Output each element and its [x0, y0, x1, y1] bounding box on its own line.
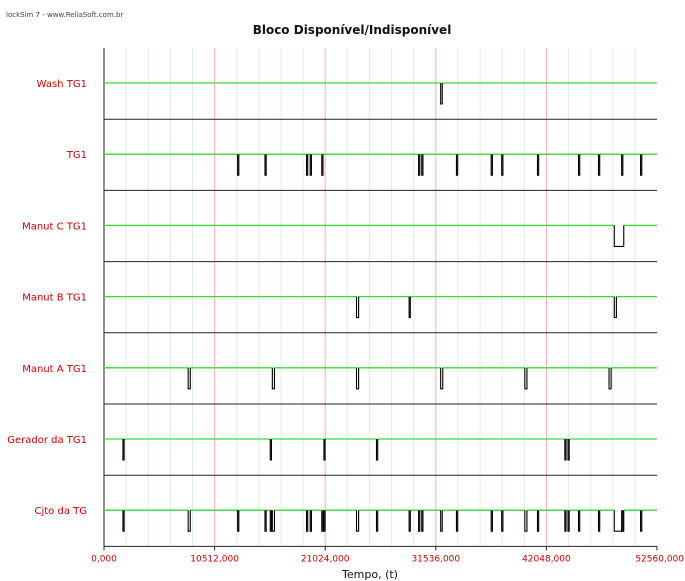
down-event [264, 510, 267, 532]
down-event [122, 439, 125, 461]
down-event [237, 510, 240, 532]
down-event [536, 510, 540, 532]
down-event [187, 367, 191, 390]
down-event [640, 154, 643, 176]
down-event [564, 510, 567, 532]
x-tick-label: 10512,000 [190, 554, 239, 564]
down-event [269, 510, 272, 532]
down-event [237, 154, 240, 176]
down-event [564, 439, 567, 461]
down-event [375, 510, 379, 532]
row-label: Wash TG1 [37, 79, 87, 90]
down-event [375, 439, 379, 461]
x-axis-ticks: 0,000 10512,000 21024,000 31536,000 42048,00… [91, 546, 684, 564]
down-event [490, 154, 493, 176]
down-event [305, 510, 309, 532]
down-event [421, 510, 424, 532]
down-event [355, 367, 360, 390]
down-event [321, 154, 324, 176]
x-tick-label: 0,000 [91, 554, 117, 564]
timeline-row: Cjto da TG [35, 506, 657, 532]
down-event [536, 154, 540, 176]
down-event [440, 367, 444, 390]
down-event [640, 510, 643, 532]
chart-title: Bloco Disponível/Indisponível [253, 23, 452, 37]
timeline-row: Manut A TG1 [22, 364, 657, 390]
down-event [455, 154, 459, 176]
timeline-row: Wash TG1 [37, 79, 657, 105]
x-tick-label: 21024,000 [301, 554, 350, 564]
down-event [418, 154, 421, 176]
down-event [321, 510, 324, 532]
down-event [418, 510, 421, 532]
timeline-row: TG1 [66, 150, 657, 176]
x-tick-label: 52560,000 [635, 554, 684, 564]
down-event [122, 510, 125, 532]
down-event [567, 439, 570, 461]
down-event [309, 510, 312, 532]
down-event [355, 510, 360, 532]
timeline-row: Gerador da TG1 [7, 435, 657, 461]
down-event [608, 367, 612, 390]
down-event [455, 510, 459, 532]
row-label: Manut B TG1 [22, 293, 87, 304]
row-label: Manut C TG1 [22, 221, 87, 232]
down-event [271, 367, 275, 390]
x-tick-label: 42048,000 [522, 554, 571, 564]
down-event [440, 510, 443, 532]
timeline-row: Manut B TG1 [22, 293, 657, 319]
down-event [187, 510, 191, 532]
down-event [440, 83, 443, 105]
down-event [271, 510, 275, 532]
watermark: lockSim 7 - www.ReliaSoft.com.br [6, 11, 123, 19]
x-axis-title: Tempo, (t) [341, 568, 398, 581]
down-event [621, 154, 624, 176]
row-label: Gerador da TG1 [7, 435, 87, 446]
down-event [621, 510, 624, 532]
rows: Wash TG1 TG1 Manut C TG1 Manut B TG1 Manut A… [7, 79, 657, 532]
down-event [501, 154, 504, 176]
down-event [613, 225, 625, 247]
timeline-row: Manut C TG1 [22, 221, 657, 247]
down-event [597, 510, 601, 532]
down-event [577, 510, 581, 532]
down-event [269, 439, 272, 461]
row-label: Cjto da TG [35, 506, 88, 517]
down-event [613, 296, 617, 319]
down-event [567, 510, 570, 532]
down-event [501, 510, 504, 532]
down-event [323, 439, 326, 461]
down-event [408, 510, 411, 532]
down-event [323, 510, 326, 532]
down-event [597, 154, 601, 176]
down-event [421, 154, 424, 176]
down-event [577, 154, 581, 176]
down-event [305, 154, 309, 176]
down-event [524, 510, 528, 532]
down-event [408, 296, 411, 319]
down-event [355, 296, 360, 319]
down-event [613, 510, 625, 532]
down-event [309, 154, 312, 176]
x-tick-label: 31536,000 [411, 554, 460, 564]
down-event [264, 154, 267, 176]
row-label: Manut A TG1 [22, 364, 87, 375]
down-event [490, 510, 493, 532]
down-event [524, 367, 528, 390]
row-label: TG1 [66, 150, 87, 161]
